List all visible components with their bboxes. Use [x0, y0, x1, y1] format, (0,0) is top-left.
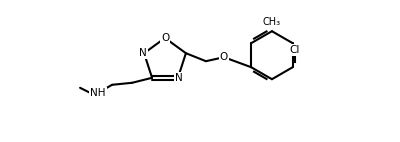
- Text: O: O: [161, 33, 169, 43]
- Text: CH₃: CH₃: [263, 17, 281, 27]
- Text: NH: NH: [90, 88, 106, 98]
- Text: N: N: [139, 48, 147, 58]
- Text: Cl: Cl: [290, 45, 300, 55]
- Text: O: O: [220, 52, 228, 62]
- Text: N: N: [175, 73, 183, 83]
